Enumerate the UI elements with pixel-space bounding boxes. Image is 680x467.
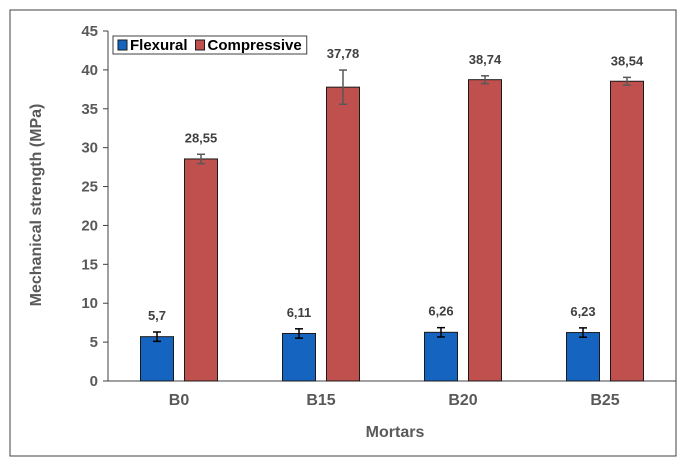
legend-box xyxy=(112,35,308,55)
y-tick-label: 15 xyxy=(81,256,98,273)
x-category-label: B0 xyxy=(169,392,190,409)
data-label: 38,74 xyxy=(469,52,502,67)
data-label: 6,11 xyxy=(287,305,312,320)
data-label: 6,26 xyxy=(428,304,453,319)
y-tick-label: 5 xyxy=(90,334,98,351)
y-tick-label: 10 xyxy=(81,295,98,312)
bar-compressive-b20 xyxy=(468,79,502,382)
legend-swatch xyxy=(195,39,206,51)
y-tick-label: 20 xyxy=(81,217,98,234)
bar-compressive-b15 xyxy=(326,86,360,382)
y-tick-label: 40 xyxy=(81,62,98,79)
data-label: 28,55 xyxy=(185,130,218,145)
legend-label: Flexural xyxy=(130,37,188,54)
y-tick-label: 25 xyxy=(81,179,98,196)
y-axis-title: Mechanical strength (MPa) xyxy=(28,104,45,307)
x-category-label: B15 xyxy=(306,392,335,409)
y-tick-label: 35 xyxy=(81,101,98,118)
x-axis-title: Mortars xyxy=(366,424,425,441)
bar-compressive-b25 xyxy=(610,80,644,382)
data-label: 5,7 xyxy=(148,308,166,323)
y-tick-label: 0 xyxy=(90,373,98,390)
bar-flexural-b20 xyxy=(424,331,458,382)
bar-flexural-b0 xyxy=(140,336,174,382)
legend-label: Compressive xyxy=(208,37,302,54)
bar-flexural-b15 xyxy=(282,332,316,382)
x-category-label: B20 xyxy=(448,392,477,409)
y-tick-label: 30 xyxy=(81,140,98,157)
y-tick-label: 45 xyxy=(81,23,98,40)
legend-swatch xyxy=(117,39,128,51)
plot-area: 0 5 10 15 20 25 30 35 40 45 B0 5,7 28,55 B15 6,11 37,78… xyxy=(81,23,676,409)
data-label: 38,54 xyxy=(611,53,644,68)
bar-compressive-b0 xyxy=(184,158,218,382)
x-category-label: B25 xyxy=(590,392,619,409)
data-label: 6,23 xyxy=(570,304,595,319)
data-label: 37,78 xyxy=(327,46,360,61)
bar-flexural-b25 xyxy=(566,332,600,382)
